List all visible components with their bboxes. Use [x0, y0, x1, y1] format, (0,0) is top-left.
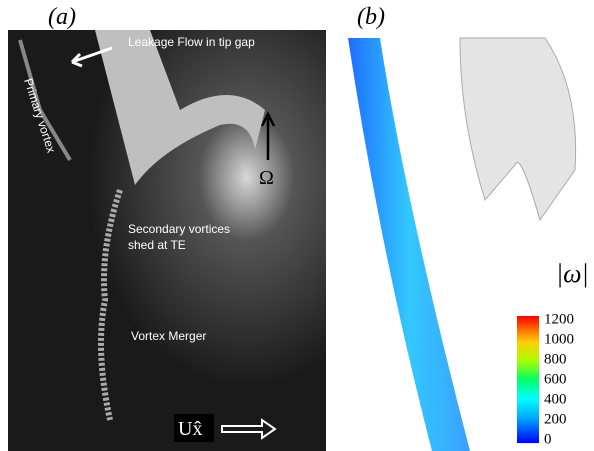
tick-label: 1000: [544, 331, 574, 347]
tick-label: 600: [544, 371, 567, 387]
annotation: Leakage Flow in tip gap: [128, 35, 255, 49]
tick-label: 200: [544, 411, 567, 427]
tick-label: 800: [544, 351, 567, 367]
tick-label: 400: [544, 391, 567, 407]
annotation: Vortex Merger: [131, 329, 206, 343]
blade: [460, 38, 576, 220]
annotation: shed at TE: [128, 238, 186, 252]
annotation: Secondary vortices: [128, 222, 230, 236]
colorbar-ticks: 0 200 400 600 800 1000 1200: [544, 311, 574, 447]
annotation: Ux̂: [178, 418, 202, 440]
vortex-tube: [348, 38, 470, 451]
figure: (a) Leakage Flow in tip gap Primary vort…: [0, 0, 594, 451]
tick-label: 0: [544, 431, 552, 447]
colorbar-title: |ω|: [556, 259, 589, 288]
panel-label: (b): [357, 4, 385, 30]
tick-label: 1200: [544, 311, 574, 327]
panel-label: (a): [48, 4, 76, 30]
annotation: Ω: [259, 167, 274, 189]
colorbar: [517, 316, 539, 443]
